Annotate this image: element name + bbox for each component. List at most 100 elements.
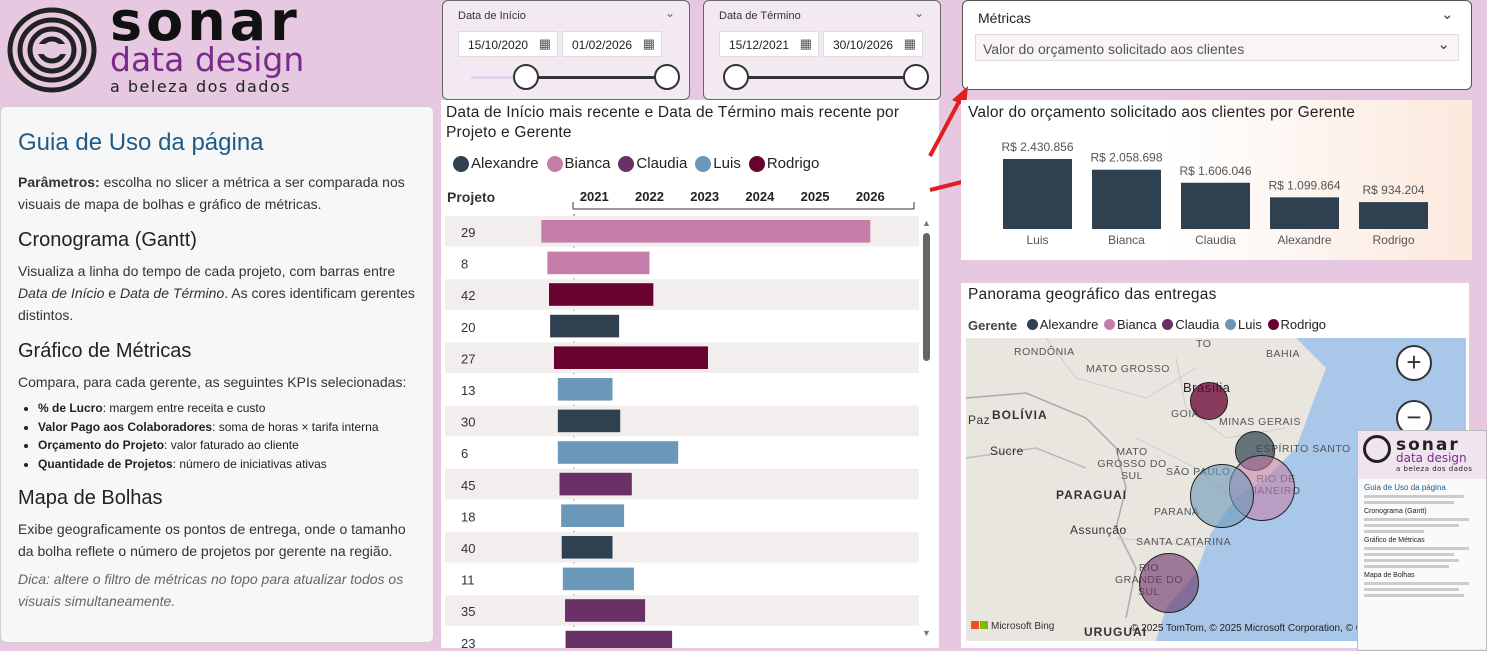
legend-item[interactable]: Alexandre — [1026, 317, 1098, 332]
gantt-bar[interactable] — [547, 251, 650, 275]
calendar-icon[interactable]: ▦ — [799, 36, 812, 51]
map-label: PARANÁ — [1154, 506, 1200, 518]
gantt-row[interactable] — [445, 405, 919, 437]
logo: sonar data design a beleza dos dados — [0, 0, 440, 100]
gantt-row[interactable] — [445, 247, 919, 279]
slider-handle-max[interactable] — [903, 64, 929, 90]
chevron-down-icon[interactable]: ⌄ — [1437, 36, 1450, 53]
start-to-input[interactable]: 01/02/2026 ▦ — [562, 31, 662, 57]
end-to-input[interactable]: 30/10/2026 ▦ — [823, 31, 923, 57]
slider-handle-max[interactable] — [654, 64, 680, 90]
gantt-row[interactable] — [445, 437, 919, 468]
project-label: 8 — [461, 257, 468, 272]
gantt-bar[interactable] — [561, 536, 613, 559]
bar-chart-title: Valor do orçamento solicitado aos client… — [968, 104, 1356, 121]
gantt-bar[interactable] — [565, 599, 646, 622]
project-label: 27 — [461, 351, 475, 366]
gantt-chart-card: Data de Início mais recente e Data de Té… — [441, 100, 939, 648]
gantt-row[interactable] — [445, 626, 919, 648]
gantt-row[interactable] — [445, 374, 919, 405]
map-label: GOIÁ — [1171, 408, 1200, 420]
bar-category-label: Claudia — [1195, 233, 1236, 247]
legend-item[interactable]: Bianca — [1103, 317, 1157, 332]
slider-track[interactable] — [526, 76, 666, 79]
thumb-h3: Mapa de Bolhas — [1364, 572, 1415, 579]
gantt-row[interactable] — [445, 279, 919, 310]
slider-handle-min[interactable] — [513, 64, 539, 90]
scroll-up-icon[interactable]: ▲ — [922, 218, 931, 228]
chevron-down-icon[interactable]: ⌄ — [914, 6, 925, 20]
thumb-word2: data design — [1396, 451, 1467, 465]
gantt-plot: 2021 2022 2023 2024 2025 2026 29 8 42 20 27 13 30 6 45… — [445, 189, 919, 648]
legend-item[interactable]: Bianca — [546, 155, 610, 172]
bar-category-label: Bianca — [1108, 233, 1145, 247]
gantt-row[interactable] — [445, 563, 919, 595]
legend-item[interactable]: Rodrigo — [1267, 317, 1326, 332]
params-label: Parâmetros: — [18, 174, 100, 190]
calendar-icon[interactable]: ▦ — [538, 36, 551, 51]
map-bubble[interactable] — [1190, 464, 1254, 528]
zoom-in-icon[interactable]: + — [1396, 345, 1432, 381]
metric-bar[interactable] — [1092, 169, 1161, 229]
gantt-bar[interactable] — [559, 472, 632, 496]
metrics-slicer[interactable]: Métricas ⌄ Valor do orçamento solicitado… — [962, 0, 1472, 90]
gantt-bar[interactable] — [553, 346, 708, 369]
gantt-row[interactable] — [445, 595, 919, 626]
metric-bar[interactable] — [1270, 197, 1339, 229]
guide-tip: Dica: altere o filtro de métricas no top… — [18, 571, 404, 609]
metrics-title: Métricas — [978, 10, 1031, 26]
bar-value-label: R$ 1.606.046 — [1179, 164, 1251, 178]
metrics-section-title: Gráfico de Métricas — [18, 340, 192, 362]
bar-value-label: R$ 2.058.698 — [1090, 151, 1162, 165]
start-date-slicer[interactable]: Data de Início ⌄ 15/10/2020 ▦ 01/02/2026 ▦ — [442, 0, 690, 100]
end-date-slicer[interactable]: Data de Término ⌄ 15/12/2021 ▦ 30/10/2026… — [703, 0, 941, 100]
page-thumbnail[interactable]: sonar data design a beleza dos dados Gui… — [1357, 430, 1487, 651]
scroll-down-icon[interactable]: ▼ — [922, 628, 931, 638]
end-from-input[interactable]: 15/12/2021 ▦ — [719, 31, 819, 57]
scrollbar-thumb[interactable] — [923, 233, 930, 361]
legend-item[interactable]: Claudia — [618, 155, 687, 172]
thumb-h2: Gráfico de Métricas — [1364, 537, 1425, 544]
map-bubble[interactable] — [1190, 382, 1228, 420]
chevron-down-icon[interactable]: ⌄ — [1441, 6, 1454, 23]
map-label: URUGUAI — [1084, 625, 1147, 639]
slider-handle-min[interactable] — [723, 64, 749, 90]
metric-bar[interactable] — [1181, 182, 1250, 229]
map-bubble[interactable] — [1139, 553, 1199, 613]
gantt-bar[interactable] — [561, 504, 625, 527]
metrics-dropdown[interactable]: Valor do orçamento solicitado aos client… — [975, 34, 1459, 61]
metric-bar[interactable] — [1359, 202, 1428, 229]
gantt-row[interactable] — [445, 310, 919, 342]
legend-item[interactable]: Claudia — [1162, 317, 1219, 332]
metrics-bar-chart-card: Valor do orçamento solicitado aos client… — [961, 100, 1472, 260]
legend-item[interactable]: Luis — [1225, 317, 1262, 332]
legend-item[interactable]: Luis — [695, 155, 741, 172]
gantt-bar[interactable] — [549, 283, 654, 306]
gantt-bar[interactable] — [557, 378, 613, 401]
chevron-down-icon[interactable]: ⌄ — [665, 6, 676, 20]
map-label: Sucre — [990, 444, 1024, 458]
bar-category-label: Alexandre — [1277, 233, 1331, 247]
gantt-row[interactable] — [445, 500, 919, 531]
gantt-row[interactable] — [445, 532, 919, 563]
project-label: 45 — [461, 478, 475, 493]
start-from-input[interactable]: 15/10/2020 ▦ — [458, 31, 558, 57]
metric-bar[interactable] — [1003, 159, 1072, 229]
kpi-item: % de Lucro: margem entre receita e custo — [38, 399, 416, 418]
slider-track[interactable] — [736, 76, 916, 79]
calendar-icon[interactable]: ▦ — [903, 36, 916, 51]
gantt-bar[interactable] — [550, 314, 620, 338]
gantt-bar[interactable] — [557, 441, 679, 464]
calendar-icon[interactable]: ▦ — [642, 36, 655, 51]
logo-tagline: a beleza dos dados — [110, 77, 292, 96]
year-tick-label: 2022 — [635, 189, 664, 204]
legend-item[interactable]: Rodrigo — [748, 155, 819, 172]
gantt-bar[interactable] — [541, 220, 871, 243]
map-title: Panorama geográfico das entregas — [968, 286, 1217, 303]
gantt-bar[interactable] — [565, 630, 673, 648]
gantt-bar[interactable] — [557, 409, 621, 433]
legend-item[interactable]: Alexandre — [453, 155, 539, 172]
gantt-row[interactable] — [445, 468, 919, 500]
gantt-bar[interactable] — [562, 567, 635, 591]
gantt-title: Data de Início mais recente e Data de Té… — [446, 104, 900, 141]
